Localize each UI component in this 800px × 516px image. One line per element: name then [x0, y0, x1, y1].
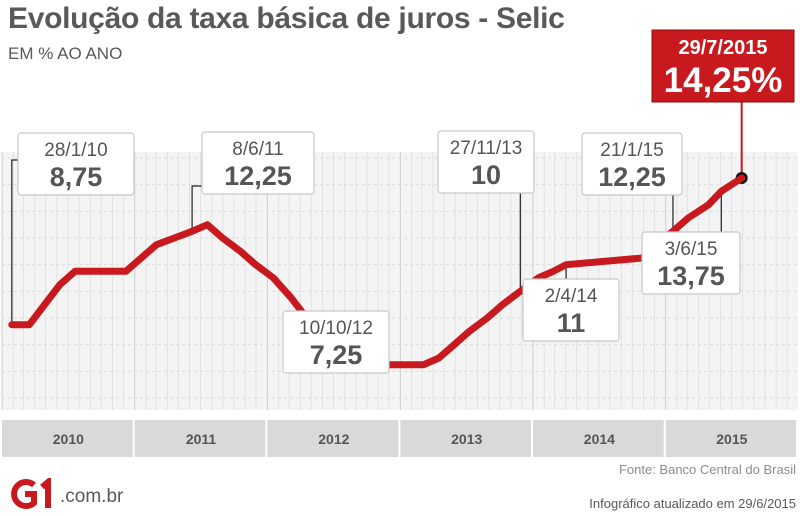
year-tick-label: 2014: [584, 431, 615, 447]
callout-bg: [437, 130, 535, 194]
year-tick-label: 2012: [318, 431, 349, 447]
callout-value: 12,25: [224, 161, 292, 191]
chart-subtitle: EM % AO ANO: [8, 44, 123, 63]
year-band: [533, 420, 664, 457]
highlight-callout-bg: [651, 29, 795, 103]
callout-box: 28/1/108,75: [17, 132, 135, 196]
callout-value: 11: [557, 308, 586, 338]
year-band: [134, 420, 266, 457]
update-note: Infográfico atualizado em 29/6/2015: [589, 496, 796, 511]
callout-bg: [641, 231, 741, 295]
g1-logo-icon: [11, 478, 51, 509]
callout-leader: [11, 159, 18, 325]
callout-value: 14,25%: [664, 61, 783, 100]
chart-title: Evolução da taxa básica de juros - Selic: [8, 2, 565, 35]
year-axis: 2010 2011 2012 2013 2014 2015: [2, 420, 796, 457]
callout-date: 29/7/2015: [679, 37, 768, 59]
callout-value: 10: [471, 160, 501, 190]
callout-date: 27/11/13: [450, 138, 523, 159]
callout-bg: [282, 310, 390, 374]
logo-domain: .com.br: [60, 486, 124, 507]
callout-value: 8,75: [50, 162, 103, 192]
year-band: [665, 420, 796, 457]
year-tick-label: 2013: [451, 431, 482, 447]
callout-bg: [17, 132, 135, 196]
callout-value: 7,25: [310, 340, 363, 370]
callout-bg: [522, 278, 620, 342]
callout-leader: [191, 185, 202, 232]
year-tick-label: 2010: [53, 431, 84, 447]
g1-logo[interactable]: .com.br: [6, 478, 123, 510]
callouts: 28/1/108,758/6/1112,2510/10/127,2527/11/…: [17, 29, 795, 374]
callout-bg: [581, 132, 683, 196]
callout-date: 28/1/10: [44, 140, 107, 161]
callout-date: 8/6/11: [232, 139, 283, 160]
callout-date: 21/1/15: [600, 140, 663, 161]
year-band: [400, 420, 532, 457]
year-band: [267, 420, 399, 457]
callout-value: 13,75: [657, 261, 725, 291]
callout-value: 12,25: [598, 162, 666, 192]
year-tick-label: 2011: [186, 431, 217, 447]
data-source: Fonte: Banco Central do Brasil: [618, 462, 796, 477]
callout-box: 10/10/127,25: [282, 310, 390, 374]
year-band: [2, 420, 133, 457]
callout-date: 2/4/14: [545, 286, 598, 307]
callout-bg: [201, 131, 315, 195]
year-tick-label: 2015: [716, 431, 747, 447]
callout-date: 3/6/15: [665, 239, 718, 260]
callout-date: 10/10/12: [299, 318, 373, 339]
